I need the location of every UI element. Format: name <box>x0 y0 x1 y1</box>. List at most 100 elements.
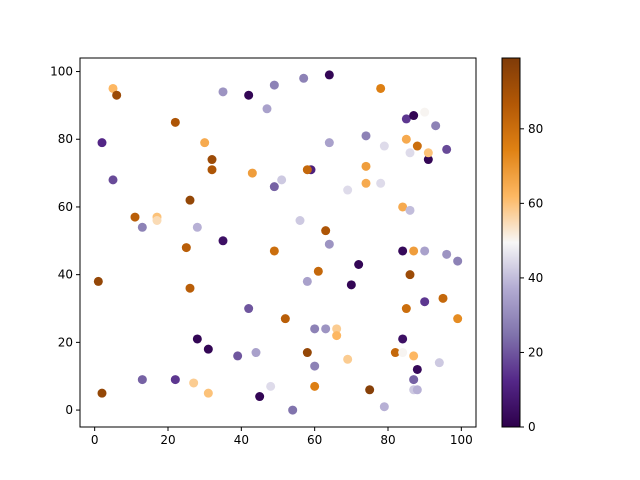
scatter-point <box>269 246 279 256</box>
scatter-point <box>321 226 331 236</box>
scatter-point <box>401 304 411 314</box>
scatter-point <box>321 324 331 334</box>
scatter-point <box>354 260 364 270</box>
scatter-point <box>310 381 320 391</box>
scatter-point <box>313 266 323 276</box>
scatter-point <box>398 202 408 212</box>
x-tick-label: 0 <box>91 433 99 447</box>
scatter-point <box>412 364 422 374</box>
scatter-point <box>453 314 463 324</box>
scatter-point <box>398 334 408 344</box>
scatter-point <box>262 104 272 114</box>
colorbar-tick-label: 0 <box>528 420 536 434</box>
scatter-point <box>420 297 430 307</box>
x-tick-label: 20 <box>160 433 175 447</box>
scatter-point <box>398 246 408 256</box>
scatter-point <box>324 70 334 80</box>
scatter-point <box>269 80 279 90</box>
scatter-point <box>277 175 287 185</box>
scatter-point <box>302 165 312 175</box>
scatter-point <box>376 178 386 188</box>
scatter-point <box>405 270 415 280</box>
y-axis: 0 20 40 60 80 100 <box>50 65 80 417</box>
scatter-point <box>324 239 334 249</box>
scatter-point <box>185 195 195 205</box>
scatter-point <box>299 73 309 83</box>
scatter-point <box>390 348 400 358</box>
scatter-point <box>365 385 375 395</box>
scatter-point <box>218 236 228 246</box>
scatter-point <box>108 175 118 185</box>
scatter-point <box>409 111 419 121</box>
scatter-point <box>405 205 415 215</box>
x-tick-label: 60 <box>307 433 322 447</box>
y-tick-label: 0 <box>65 403 73 417</box>
scatter-point <box>97 138 107 148</box>
scatter-point <box>108 83 118 93</box>
colorbar-tick-label: 60 <box>528 196 543 210</box>
y-tick-label: 80 <box>58 132 73 146</box>
y-tick-label: 40 <box>58 268 73 282</box>
scatter-point <box>152 215 162 225</box>
colorbar-tick-label: 80 <box>528 122 543 136</box>
scatter-point <box>93 276 103 286</box>
scatter-point <box>244 304 254 314</box>
scatter-point <box>97 388 107 398</box>
scatter-point <box>361 131 371 141</box>
scatter-point <box>398 348 408 358</box>
scatter-point <box>346 280 356 290</box>
scatter-point <box>295 215 305 225</box>
plot-frame <box>79 57 477 428</box>
colorbar-axis: 0 20 40 60 80 <box>520 122 543 434</box>
scatter-point <box>412 385 422 395</box>
scatter-point <box>280 314 290 324</box>
scatter-point <box>137 222 147 232</box>
scatter-point <box>324 138 334 148</box>
scatter-point <box>423 148 433 158</box>
scatter-point <box>112 90 122 100</box>
y-tick-label: 100 <box>50 65 73 79</box>
colorbar-tick-label: 40 <box>528 271 543 285</box>
y-tick-label: 60 <box>58 200 73 214</box>
scatter-point <box>434 358 444 368</box>
scatter-point <box>269 182 279 192</box>
x-tick-label: 40 <box>234 433 249 447</box>
scatter-point <box>185 283 195 293</box>
scatter-point <box>412 141 422 151</box>
x-tick-label: 100 <box>450 433 473 447</box>
scatter-point <box>409 351 419 361</box>
scatter-point <box>438 293 448 303</box>
scatter-point <box>361 161 371 171</box>
scatter-point <box>137 375 147 385</box>
x-axis: 0 20 40 60 80 100 <box>91 427 473 447</box>
scatter-point <box>130 212 140 222</box>
scatter-point <box>379 141 389 151</box>
scatter-point <box>266 381 276 391</box>
scatter-point <box>192 334 202 344</box>
scatter-point <box>244 90 254 100</box>
scatter-point <box>361 178 371 188</box>
scatter-point <box>401 134 411 144</box>
colorbar-tick-label: 20 <box>528 345 543 359</box>
scatter-point <box>218 87 228 97</box>
scatter-point <box>203 388 213 398</box>
scatter-point <box>310 324 320 334</box>
scatter-point <box>170 117 180 127</box>
scatter-point <box>453 256 463 266</box>
scatter-point <box>302 276 312 286</box>
scatter-point <box>203 344 213 354</box>
scatter-point <box>233 351 243 361</box>
scatter-point <box>192 222 202 232</box>
scatter-point <box>181 243 191 253</box>
scatter-point <box>288 405 298 415</box>
scatter-point <box>431 121 441 131</box>
scatter-point <box>379 402 389 412</box>
scatter-point <box>251 348 261 358</box>
scatter-point <box>207 165 217 175</box>
scatter-point <box>170 375 180 385</box>
scatter-point <box>310 361 320 371</box>
scatter-point <box>255 392 265 402</box>
scatter-point <box>207 155 217 165</box>
scatter-point <box>332 331 342 341</box>
